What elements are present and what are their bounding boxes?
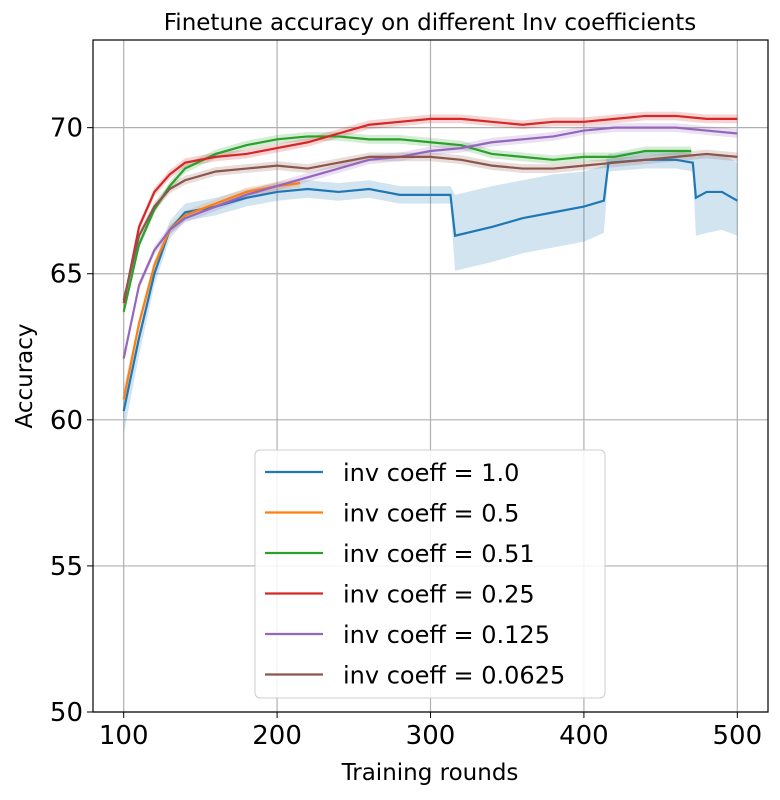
- y-axis-label: Accuracy: [12, 323, 38, 428]
- y-tick-label: 55: [50, 552, 83, 582]
- y-tick-label: 60: [50, 406, 83, 436]
- y-tick-label: 70: [50, 114, 83, 144]
- band-series-2: [123, 132, 692, 317]
- x-tick-label: 500: [712, 721, 762, 751]
- x-axis-label: Training rounds: [341, 760, 519, 786]
- y-tick-label: 50: [50, 698, 83, 728]
- band-series-4: [123, 123, 738, 363]
- line-series-3: [122, 114, 738, 304]
- legend-label: inv coeff = 0.5: [343, 500, 519, 528]
- x-tick-label: 400: [559, 721, 609, 751]
- x-tick-label: 100: [99, 721, 149, 751]
- line-series-5: [122, 152, 738, 301]
- ticks: 100 200 300 400 500 50 55 60 65 70: [50, 114, 762, 751]
- x-tick-label: 200: [252, 721, 302, 751]
- y-tick-label: 65: [50, 260, 83, 290]
- x-tick-label: 300: [406, 721, 456, 751]
- legend: inv coeff = 1.0 inv coeff = 0.5 inv coeff …: [254, 449, 606, 699]
- series-lines: [122, 114, 738, 412]
- band-series-0: [123, 151, 738, 435]
- legend-box: [254, 449, 606, 699]
- legend-label: inv coeff = 0.25: [343, 581, 535, 609]
- legend-label: inv coeff = 0.51: [343, 540, 535, 568]
- line-series-2: [122, 135, 692, 312]
- legend-label: inv coeff = 0.0625: [343, 662, 565, 690]
- legend-label: inv coeff = 1.0: [343, 459, 519, 487]
- chart-title: Finetune accuracy on different Inv coeff…: [164, 10, 697, 36]
- legend-label: inv coeff = 0.125: [343, 621, 550, 649]
